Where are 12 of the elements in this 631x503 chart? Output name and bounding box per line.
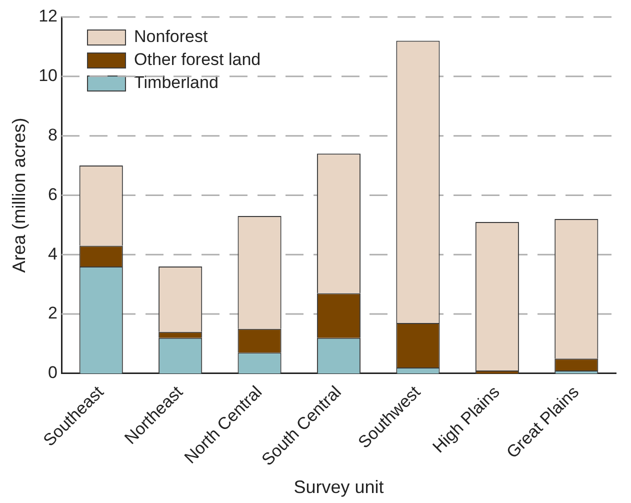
y-tick-label: 4 [48,244,58,264]
y-tick-label: 0 [48,363,58,382]
legend-label: Nonforest [134,27,208,46]
legend-label: Other forest land [134,50,261,70]
y-tick-label: 12 [38,6,58,26]
y-tick-label: 2 [48,304,58,323]
y-tick-label: 10 [38,66,58,86]
y-axis-title: Area (million acres) [8,118,29,273]
legend-label: Timberland [134,73,218,92]
y-tick-label: 8 [48,126,58,145]
y-tick-label: 6 [48,184,58,204]
x-axis-title: Survey unit [294,477,384,498]
